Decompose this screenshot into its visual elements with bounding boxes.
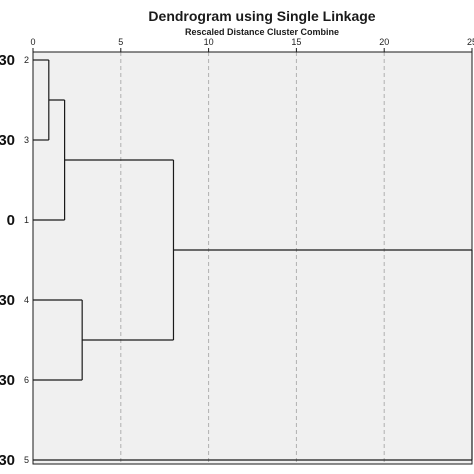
x-tick-label: 25	[467, 37, 474, 47]
row-label: 30	[0, 292, 15, 309]
chart-title: Dendrogram using Single Linkage	[148, 8, 375, 24]
leaf-labels: 30 230 30 130 430 630 5	[0, 52, 29, 469]
row-label: 30	[0, 52, 15, 69]
x-tick-label: 15	[291, 37, 301, 47]
row-label: 30	[0, 132, 15, 149]
case-number-label: 4	[24, 295, 29, 305]
case-number-label: 2	[24, 55, 29, 65]
case-number-label: 3	[24, 135, 29, 145]
case-number-label: 1	[24, 215, 29, 225]
row-label: 30	[0, 452, 15, 469]
case-number-label: 5	[24, 455, 29, 465]
case-number-label: 6	[24, 375, 29, 385]
row-label: 30	[0, 372, 15, 389]
x-tick-label: 5	[118, 37, 123, 47]
plot-area	[33, 52, 472, 464]
x-tick-label: 0	[30, 37, 35, 47]
dendrogram-links	[33, 59, 473, 461]
x-tick-label: 20	[379, 37, 389, 47]
chart-subtitle: Rescaled Distance Cluster Combine	[185, 27, 339, 37]
row-label: 0	[7, 212, 15, 229]
x-tick-label: 10	[204, 37, 214, 47]
